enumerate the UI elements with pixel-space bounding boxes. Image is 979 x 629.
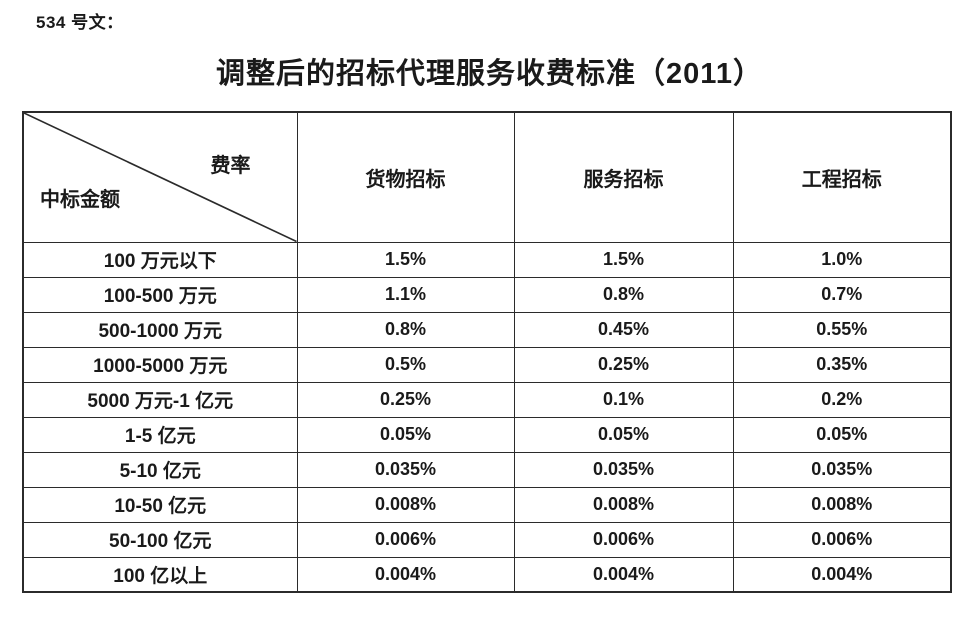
column-header-works: 工程招标 [732, 111, 952, 243]
row-label-cell: 1-5 亿元 [22, 416, 298, 453]
row-label-cell: 5-10 亿元 [22, 451, 298, 488]
rate-cell: 0.006% [296, 521, 515, 558]
rate-cell: 1.0% [732, 241, 952, 278]
table-row: 1000-5000 万元 0.5% 0.25% 0.35% [22, 346, 952, 383]
rate-cell: 0.004% [513, 556, 734, 593]
rate-cell: 0.004% [732, 556, 952, 593]
rate-cell: 0.1% [513, 381, 734, 418]
corner-label-fee-rate: 费率 [210, 155, 251, 177]
column-header-goods: 货物招标 [296, 111, 515, 243]
rate-cell: 0.05% [732, 416, 952, 453]
page-title: 调整后的招标代理服务收费标准（2011） [216, 58, 763, 90]
table-header-row: 费率 中标金额 货物招标 服务招标 工程招标 [22, 111, 952, 243]
corner-label-bid-amount: 中标金额 [40, 189, 120, 211]
rate-cell: 0.55% [732, 311, 952, 348]
rate-cell: 0.008% [732, 486, 952, 523]
rate-cell: 0.004% [296, 556, 515, 593]
rate-cell: 0.25% [513, 346, 734, 383]
rate-cell: 0.035% [513, 451, 734, 488]
rate-cell: 0.8% [513, 276, 734, 313]
rate-cell: 1.1% [296, 276, 515, 313]
rate-cell: 0.006% [732, 521, 952, 558]
row-label-cell: 10-50 亿元 [22, 486, 298, 523]
table-row: 5000 万元-1 亿元 0.25% 0.1% 0.2% [22, 381, 952, 418]
table-row: 5-10 亿元 0.035% 0.035% 0.035% [22, 451, 952, 488]
doc-number-label: 534 号文： [36, 13, 124, 32]
table-row: 100 万元以下 1.5% 1.5% 1.0% [22, 241, 952, 278]
table-row: 100-500 万元 1.1% 0.8% 0.7% [22, 276, 952, 313]
row-label-cell: 50-100 亿元 [22, 521, 298, 558]
rate-cell: 0.05% [513, 416, 734, 453]
rate-cell: 0.05% [296, 416, 515, 453]
rate-cell: 0.2% [732, 381, 952, 418]
row-label-cell: 100 万元以下 [22, 241, 298, 278]
rate-cell: 1.5% [296, 241, 515, 278]
rate-cell: 0.035% [732, 451, 952, 488]
column-header-service: 服务招标 [513, 111, 734, 243]
table-row: 1-5 亿元 0.05% 0.05% 0.05% [22, 416, 952, 453]
rate-cell: 0.25% [296, 381, 515, 418]
row-label-cell: 5000 万元-1 亿元 [22, 381, 298, 418]
row-label-cell: 500-1000 万元 [22, 311, 298, 348]
diagonal-divider-line [24, 113, 296, 241]
rate-cell: 0.8% [296, 311, 515, 348]
row-label-cell: 100 亿以上 [22, 556, 298, 593]
row-label-cell: 1000-5000 万元 [22, 346, 298, 383]
table-corner-cell: 费率 中标金额 [22, 111, 298, 243]
table-row: 100 亿以上 0.004% 0.004% 0.004% [22, 556, 952, 593]
table-row: 50-100 亿元 0.006% 0.006% 0.006% [22, 521, 952, 558]
rate-cell: 0.008% [513, 486, 734, 523]
rate-cell: 0.7% [732, 276, 952, 313]
rate-cell: 0.35% [732, 346, 952, 383]
table-row: 10-50 亿元 0.008% 0.008% 0.008% [22, 486, 952, 523]
rate-cell: 0.035% [296, 451, 515, 488]
rate-cell: 0.006% [513, 521, 734, 558]
table-row: 500-1000 万元 0.8% 0.45% 0.55% [22, 311, 952, 348]
fee-rate-table: 费率 中标金额 货物招标 服务招标 工程招标 100 万元以下 1.5% 1.5… [22, 111, 952, 593]
row-label-cell: 100-500 万元 [22, 276, 298, 313]
rate-cell: 0.5% [296, 346, 515, 383]
rate-cell: 0.008% [296, 486, 515, 523]
rate-cell: 1.5% [513, 241, 734, 278]
rate-cell: 0.45% [513, 311, 734, 348]
